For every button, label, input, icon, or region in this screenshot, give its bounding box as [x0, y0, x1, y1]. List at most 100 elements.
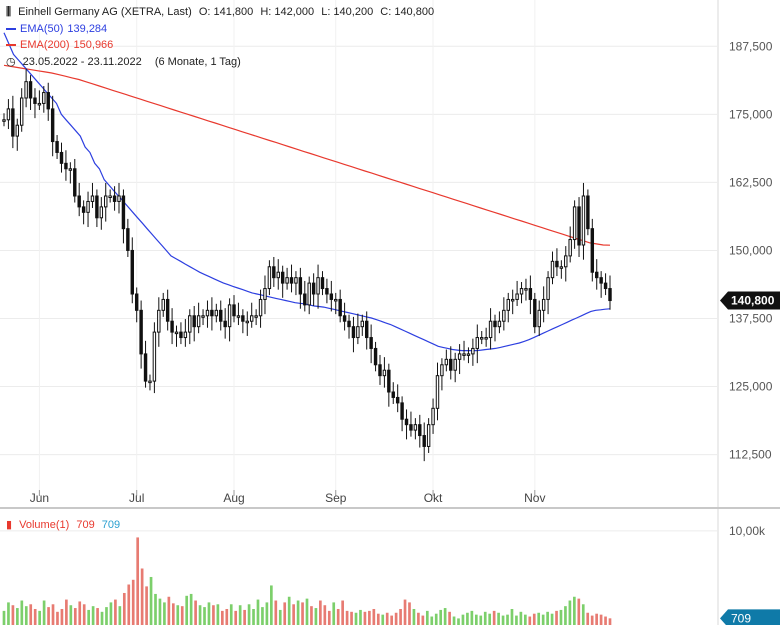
- volume-bar: [292, 604, 295, 625]
- y-tick-label: 162,500: [729, 175, 773, 189]
- volume-bar: [216, 604, 220, 625]
- candle-body: [347, 320, 351, 328]
- volume-bar: [87, 609, 90, 625]
- volume-bar: [100, 611, 104, 625]
- candle-body: [510, 298, 515, 302]
- candle-body: [418, 424, 422, 437]
- candle-body: [24, 81, 28, 99]
- volume-bar: [158, 598, 162, 625]
- candle-body: [267, 266, 272, 290]
- ema50-path: [3, 32, 611, 352]
- time-x-axis: Jun Jul Aug Sep Okt Nov: [30, 490, 545, 505]
- candle-body: [426, 424, 431, 447]
- candle-body: [550, 260, 555, 279]
- volume-bar: [91, 606, 95, 625]
- candle-body: [201, 315, 205, 318]
- volume-bar: [270, 585, 273, 625]
- candle-body: [50, 108, 55, 143]
- legend-volume: ▮ Volume(1) 709 709: [6, 518, 124, 531]
- candle-body: [338, 298, 342, 317]
- volume-bar: [479, 615, 483, 625]
- volume-bar: [586, 612, 590, 625]
- volume-bar: [448, 611, 451, 625]
- legend-range: ◷ 23.05.2022 - 23.11.2022 (6 Monate, 1 T…: [6, 55, 245, 68]
- volume-bar: [185, 595, 189, 625]
- candle-body: [364, 320, 369, 339]
- candle-body: [152, 331, 157, 382]
- candle-body: [223, 320, 227, 328]
- candle-body: [28, 81, 33, 99]
- volume-bar: [163, 602, 166, 625]
- candle-body: [148, 380, 152, 384]
- candle-body: [298, 277, 303, 295]
- volume-bar: [283, 602, 287, 625]
- volume-bar: [33, 608, 37, 625]
- volume-bar: [11, 605, 15, 625]
- candle-body: [422, 435, 426, 447]
- volume-bar: [243, 609, 246, 625]
- candle-body: [471, 347, 475, 355]
- volume-bar: [363, 611, 367, 625]
- range-detail: (6 Monate, 1 Tag): [154, 56, 241, 68]
- volume-bar: [408, 602, 411, 625]
- volume-bar: [537, 612, 541, 625]
- low-value: L: 140,200: [321, 6, 374, 18]
- volume-bar: [221, 610, 224, 625]
- x-tick-label: Nov: [524, 491, 545, 505]
- volume-bar: [274, 600, 278, 625]
- volume-bar: [122, 592, 126, 625]
- y-tick-label: 137,500: [729, 312, 773, 326]
- volume-bar: [341, 600, 344, 625]
- volume-bar: [203, 607, 206, 625]
- ema200-line: [3, 64, 611, 246]
- candle-body: [590, 228, 595, 273]
- instrument-name: Einhell Germany AG (XETRA, Last): [18, 6, 192, 18]
- ema50-swatch: [6, 28, 16, 31]
- volume-bar: [207, 602, 211, 625]
- volume-label: Volume(1): [19, 519, 70, 531]
- volume-bar: [149, 576, 153, 625]
- volume-bar: [82, 604, 86, 625]
- candle-body: [342, 315, 347, 322]
- volume-bar: [421, 615, 425, 625]
- y-tick-label: 187,500: [729, 39, 773, 53]
- candle-body: [493, 320, 497, 328]
- candle-body: [400, 402, 404, 420]
- candle-body: [117, 195, 121, 202]
- candle-body: [524, 288, 528, 291]
- candle-body: [466, 353, 471, 356]
- candle-body: [241, 315, 245, 322]
- candle-body: [108, 195, 112, 198]
- legend-ema50: EMA(50) 139,284: [6, 23, 111, 35]
- ema200-path: [3, 64, 611, 246]
- candle-body: [608, 288, 612, 302]
- last-volume-tag-label: 709: [731, 611, 751, 625]
- candle-body: [210, 309, 214, 317]
- volume-bar: [515, 615, 518, 625]
- candle-body: [95, 195, 99, 219]
- candle-body: [369, 337, 373, 349]
- candle-body: [351, 326, 356, 339]
- candle-body: [378, 364, 382, 377]
- candle-body: [382, 369, 387, 377]
- candle-body: [303, 293, 307, 306]
- candle-body: [55, 141, 59, 153]
- candle-body: [533, 298, 537, 328]
- date-range: 23.05.2022 - 23.11.2022: [22, 56, 142, 68]
- close-value: C: 140,800: [380, 6, 435, 18]
- legend-ohlc: ⫼ Einhell Germany AG (XETRA, Last) O: 14…: [6, 6, 438, 19]
- candle-body: [104, 195, 108, 208]
- candle-body: [219, 309, 223, 322]
- candle-body: [568, 239, 572, 257]
- volume-bar: [528, 616, 532, 625]
- last-price-tag-shape: [720, 291, 780, 310]
- volume-bar: [403, 599, 407, 625]
- volume-bar: [42, 600, 46, 625]
- candle-body: [6, 108, 11, 121]
- volume-bar: [229, 604, 233, 625]
- volume-bar: [73, 608, 77, 625]
- volume-bar: [2, 610, 6, 625]
- candle-body: [42, 92, 46, 104]
- candle-body: [11, 108, 15, 137]
